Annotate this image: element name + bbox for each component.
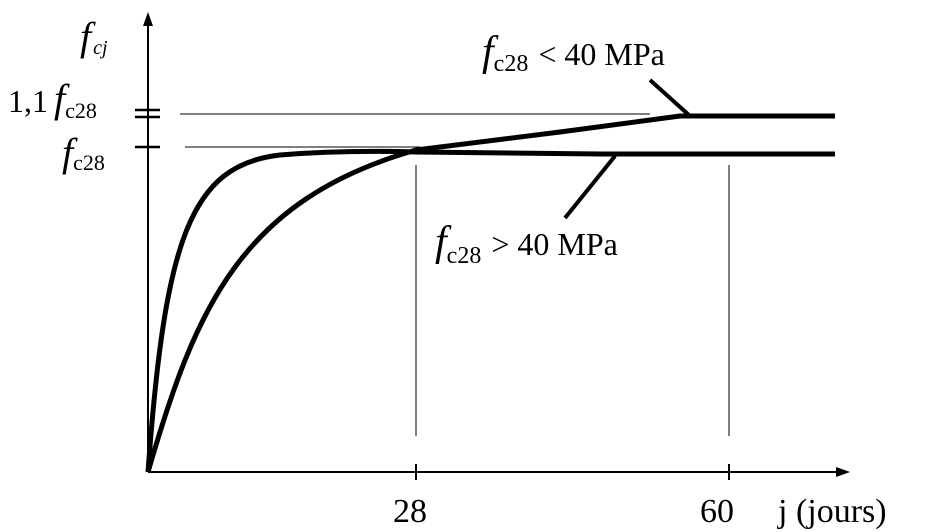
annotation-pointer-lt [648,78,692,118]
annotation-fc28-lt-40: fc28 < 40 MPa [482,29,665,77]
x-tick-label-28: 28 [393,493,427,530]
x-tick-label-60: 60 [700,493,734,530]
y-axis-arrow [143,12,153,26]
y-tick-label-1-1: 1,1 fc28 [8,76,97,123]
curve-fc28-lt-40 [145,113,835,473]
y-tick-label-1: fc28 [62,130,105,175]
curve-fc28-gt-40 [145,148,835,473]
x-axis-label: j (jours) [777,493,887,530]
y-axis-label: f cj [80,14,108,59]
annotation-pointer-gt [563,154,617,220]
x-axis-arrow [836,467,850,477]
annotation-fc28-gt-40: fc28 > 40 MPa [435,219,618,269]
